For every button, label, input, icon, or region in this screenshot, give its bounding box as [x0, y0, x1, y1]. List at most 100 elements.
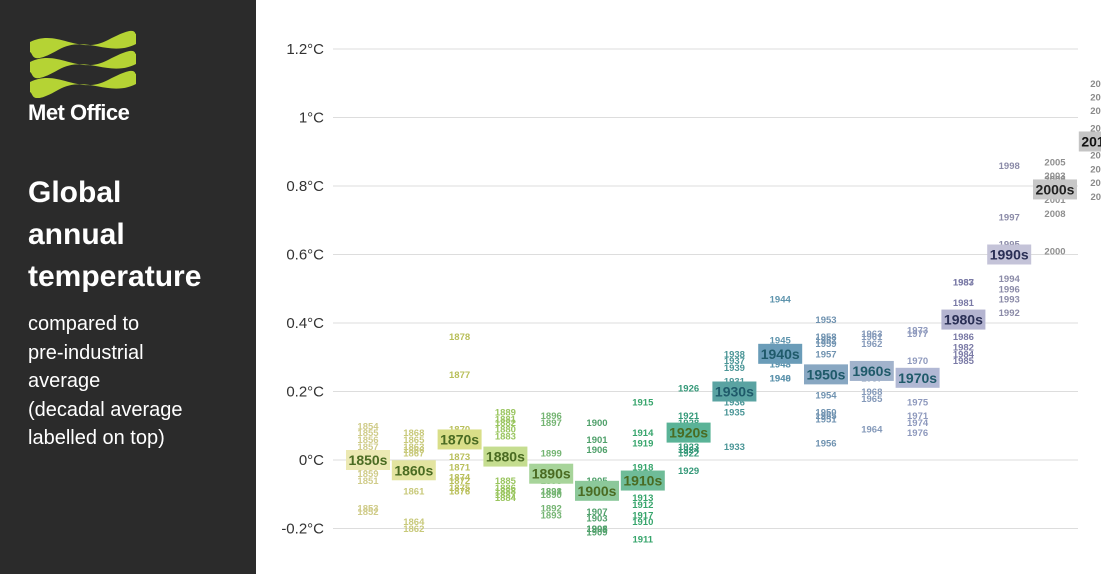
year-label: 1943 [770, 360, 791, 371]
year-label: 1912 [632, 500, 653, 511]
year-label: 2013 [1090, 164, 1101, 175]
year-label: 1897 [541, 418, 562, 429]
year-label: 1974 [907, 418, 929, 429]
year-label: 1926 [678, 384, 699, 395]
decade-average-label: 1970s [898, 370, 937, 386]
year-label: 2012 [1090, 178, 1101, 189]
decade-average-box [483, 446, 528, 467]
year-label: 1851 [357, 476, 379, 487]
y-tick-label: 0.4°C [286, 315, 324, 332]
title-line: Global [28, 176, 122, 209]
year-label: 1981 [953, 298, 975, 309]
year-label: 1893 [541, 510, 562, 521]
year-label: 1939 [724, 363, 745, 374]
decade-average-label: 1990s [990, 247, 1029, 263]
year-label: 1886 [495, 483, 516, 494]
decade-average-box [391, 460, 436, 481]
year-label: 1996 [999, 284, 1020, 295]
year-label: 1922 [678, 449, 699, 460]
year-label: 2003 [1044, 171, 1065, 182]
decade-average-box [849, 360, 894, 381]
year-label: 1983 [953, 277, 974, 288]
year-label: 1862 [403, 524, 424, 535]
decade-average-box [529, 463, 574, 484]
subtitle-line: average [28, 370, 101, 392]
year-label: 1946 [770, 373, 791, 384]
year-label: 1921 [678, 411, 700, 422]
decade-average-box [1033, 179, 1077, 200]
brand-name: Met Office [28, 100, 130, 125]
year-label: 1952 [815, 336, 836, 347]
year-label: 1859 [357, 469, 378, 480]
year-label: 1887 [495, 490, 516, 501]
temperature-chart: 1.2°C 1°C 0.8°C 0.6°C 0.4°C 0.2°C 0°C -0.2°C 18… [281, 41, 1101, 545]
year-label: 1938 [724, 349, 745, 360]
year-label: 1877 [449, 370, 470, 381]
year-label: 2010 [1090, 151, 1101, 162]
year-label: 1908 [586, 524, 607, 535]
decade-average-label: 1980s [944, 312, 983, 328]
decade-average-box [1078, 131, 1101, 152]
decade-average-box [437, 429, 482, 450]
year-label: 1917 [632, 510, 653, 521]
year-label: 1875 [449, 483, 471, 494]
year-label: 1971 [907, 411, 929, 422]
year-label: 1929 [678, 466, 699, 477]
year-label: 1881 [495, 414, 517, 425]
year-label: 2015 [1090, 92, 1101, 103]
year-label: 2011 [1090, 192, 1101, 203]
decade-average-box [941, 309, 986, 330]
year-label: 1968 [861, 387, 882, 398]
year-label: 1937 [724, 356, 745, 367]
year-label: 1919 [632, 438, 653, 449]
year-label: 1964 [861, 425, 883, 436]
year-label: 1948 [770, 360, 791, 371]
y-axis-ticks: 1.2°C 1°C 0.8°C 0.6°C 0.4°C 0.2°C 0°C -0.2°C [281, 41, 324, 538]
title-line: temperature [28, 260, 202, 293]
year-label: 1885 [495, 476, 517, 487]
year-label: 1977 [907, 329, 928, 340]
decade-average-box [346, 450, 390, 470]
year-label: 1888 [495, 486, 516, 497]
decade-average-label: 1870s [440, 431, 479, 447]
year-label: 1874 [449, 473, 471, 484]
subtitle-line: compared to [28, 313, 140, 335]
year-label: 1994 [999, 274, 1021, 285]
year-label: 1913 [632, 493, 653, 504]
year-label: 1961 [861, 332, 883, 343]
year-label: 1865 [403, 435, 425, 446]
decade-averages: 1850s 1860s 1870s 1880s 1890s 1900s 1910s 1920s… [346, 131, 1101, 501]
year-label: 1993 [999, 295, 1020, 306]
year-label: 1868 [403, 428, 424, 439]
decade-average-label: 1900s [578, 483, 617, 499]
year-label: 2019 [1090, 106, 1101, 117]
year-label: 1998 [999, 161, 1020, 172]
year-label: 1907 [586, 507, 607, 518]
year-label: 1867 [403, 449, 424, 460]
year-label: 1872 [449, 476, 470, 487]
year-label: 1973 [907, 325, 928, 336]
year-label: 1852 [357, 507, 378, 518]
y-tick-label: 0°C [299, 452, 324, 469]
decade-average-label: 1930s [715, 384, 754, 400]
year-label: 1896 [541, 411, 562, 422]
y-tick-label: 1.2°C [286, 41, 324, 58]
year-label: 1861 [403, 486, 425, 497]
year-label: 1933 [724, 442, 745, 453]
year-label: 1910 [632, 517, 653, 528]
year-label: 1904 [586, 524, 608, 535]
year-label: 1915 [632, 397, 654, 408]
year-label: 2008 [1044, 209, 1065, 220]
year-label: 1909 [586, 527, 607, 538]
year-label: 1924 [678, 445, 700, 456]
year-label: 2001 [1044, 195, 1066, 206]
year-label: 2016 [1090, 79, 1101, 90]
year-label: 1899 [541, 449, 562, 460]
year-label: 1906 [586, 445, 607, 456]
year-label: 1963 [861, 329, 882, 340]
year-label: 1853 [357, 503, 378, 514]
decade-average-label: 1920s [669, 425, 708, 441]
year-label: 2017 [1090, 123, 1101, 134]
decade-average-box [620, 470, 665, 491]
year-label: 1911 [632, 534, 653, 545]
